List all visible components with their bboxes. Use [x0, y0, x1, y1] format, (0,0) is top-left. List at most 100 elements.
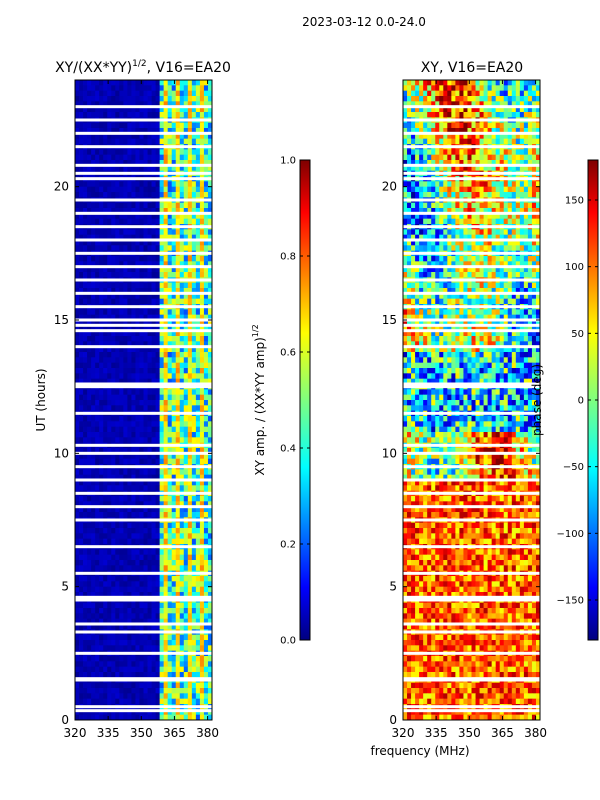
amplitude-cell — [115, 485, 120, 492]
amplitude-cell — [147, 581, 152, 588]
amplitude-cell — [147, 261, 152, 268]
amplitude-cell — [127, 634, 132, 641]
amplitude-cell — [75, 165, 80, 172]
amplitude-cell — [207, 213, 213, 220]
amplitude-cell — [175, 336, 181, 342]
amplitude-cell — [155, 202, 161, 209]
phase-cell — [415, 128, 420, 134]
amplitude-cell — [195, 336, 201, 342]
amplitude-cell — [147, 138, 152, 145]
amplitude-cell — [111, 261, 116, 268]
amplitude-cell — [115, 613, 120, 620]
amplitude-cell — [183, 506, 189, 513]
amplitude-cell — [99, 426, 104, 433]
amplitude-cell — [87, 480, 92, 486]
amplitude-cell — [207, 389, 213, 396]
amplitude-cell — [91, 138, 96, 145]
amplitude-cell — [175, 165, 181, 172]
amplitude-cell — [143, 208, 148, 214]
amplitude-cell — [119, 202, 124, 209]
amplitude-cell — [91, 586, 96, 593]
amplitude-cell — [171, 336, 177, 342]
phase-cell — [519, 106, 525, 113]
amplitude-cell — [195, 154, 201, 161]
amplitude-cell — [139, 85, 144, 92]
amplitude-cell — [119, 128, 124, 134]
amplitude-cell — [123, 608, 128, 614]
amplitude-cell — [111, 634, 116, 641]
amplitude-cell — [127, 389, 132, 396]
phase-cell — [451, 122, 456, 129]
amplitude-cell — [103, 698, 108, 705]
amplitude-cell — [183, 266, 189, 273]
amplitude-cell — [155, 432, 161, 438]
amplitude-cell — [187, 437, 193, 444]
phase-cell — [511, 101, 517, 108]
amplitude-cell — [119, 485, 124, 492]
phase-cell — [531, 112, 537, 118]
amplitude-cell — [111, 138, 116, 145]
amplitude-cell — [175, 453, 181, 460]
phase-cell — [439, 80, 444, 86]
amplitude-cell — [143, 368, 148, 374]
amplitude-cell — [131, 448, 136, 454]
phase-cell — [423, 192, 428, 198]
amplitude-cell — [163, 672, 169, 678]
amplitude-cell — [147, 229, 152, 236]
amplitude-cell — [127, 373, 132, 380]
amplitude-cell — [163, 213, 169, 220]
amplitude-cell — [175, 112, 181, 118]
phase-cell — [407, 101, 412, 108]
phase-cell — [471, 96, 476, 102]
colorbar-tick-label: 0.2 — [280, 540, 296, 551]
amplitude-cell — [191, 154, 197, 161]
amplitude-cell — [87, 229, 92, 236]
amplitude-cell — [107, 362, 112, 369]
amplitude-cell — [147, 288, 152, 294]
amplitude-cell — [199, 506, 205, 513]
amplitude-cell — [111, 218, 116, 225]
phase-cell — [487, 154, 493, 161]
amplitude-cell — [159, 538, 165, 545]
amplitude-cell — [179, 389, 185, 396]
amplitude-cell — [175, 80, 181, 86]
flagged-row — [75, 238, 212, 242]
amplitude-cell — [103, 709, 108, 716]
amplitude-cell — [183, 378, 189, 385]
amplitude-cell — [123, 714, 128, 721]
amplitude-cell — [167, 154, 173, 161]
amplitude-cell — [159, 234, 165, 241]
amplitude-cell — [87, 362, 92, 369]
amplitude-cell — [107, 512, 112, 518]
amplitude-cell — [179, 208, 185, 214]
amplitude-cell — [163, 501, 169, 508]
amplitude-cell — [171, 501, 177, 508]
amplitude-cell — [191, 693, 197, 700]
amplitude-cell — [179, 405, 185, 412]
phase-cell — [531, 122, 537, 129]
amplitude-cell — [183, 453, 189, 460]
amplitude-cell — [95, 560, 100, 566]
amplitude-cell — [75, 208, 80, 214]
amplitude-cell — [95, 213, 100, 220]
amplitude-cell — [123, 661, 128, 668]
amplitude-cell — [95, 266, 100, 273]
amplitude-cell — [195, 672, 201, 678]
phase-cell — [519, 133, 525, 140]
amplitude-cell — [79, 96, 84, 102]
phase-cell — [511, 112, 517, 118]
amplitude-cell — [103, 458, 108, 465]
amplitude-cell — [151, 592, 156, 598]
amplitude-cell — [183, 192, 189, 198]
amplitude-cell — [123, 341, 128, 348]
amplitude-cell — [155, 480, 161, 486]
amplitude-cell — [139, 90, 144, 97]
phase-cell — [467, 149, 472, 156]
amplitude-cell — [103, 218, 108, 225]
amplitude-cell — [115, 448, 120, 454]
phase-cell — [419, 106, 424, 113]
phase-cell — [471, 133, 476, 140]
amplitude-cell — [123, 656, 128, 662]
phase-cell — [507, 122, 513, 129]
amplitude-cell — [151, 149, 156, 156]
